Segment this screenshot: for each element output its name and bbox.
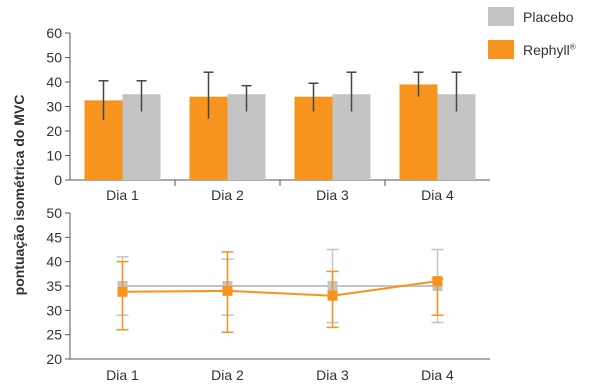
legend-item-rephyll: Rephyll® [488,40,576,59]
legend-swatch-placebo [488,7,514,26]
point-rephyll [117,286,128,297]
bar-x-tick-label: Dia 3 [316,187,349,203]
line-x-tick-label: Dia 1 [106,367,139,383]
line-y-tick-label: 45 [46,229,62,245]
line-y-tick-label: 30 [46,302,62,318]
line-x-tick-label: Dia 2 [211,367,244,383]
bar-y-tick-label: 0 [54,172,62,188]
bar-y-tick-label: 20 [46,123,62,139]
line-y-tick-label: 25 [46,327,62,343]
point-rephyll [432,276,443,287]
point-rephyll [327,290,338,301]
line-x-tick-label: Dia 4 [421,367,454,383]
line-chart: 20 25 30 35 40 45 50 Dia 1 Dia 2 Dia 3 Dia 4 [46,205,490,383]
bar-x-tick-label: Dia 4 [421,187,454,203]
legend-label-rephyll: Rephyll [523,41,570,58]
line-x-tick-label: Dia 3 [316,367,349,383]
line-y-tick-label: 20 [46,351,62,367]
bar-y-tick-label: 10 [46,148,62,164]
bar-y-tick-label: 30 [46,99,62,115]
legend-item-placebo: Placebo [488,7,574,26]
legend-registered-mark: ® [569,41,576,51]
y-axis-label: pontuação isométrica do MVC [11,95,27,296]
bar-rephyll [399,84,438,180]
point-rephyll [222,285,233,296]
bar-y-tick-label: 50 [46,50,62,66]
bar-x-tick-label: Dia 2 [211,187,244,203]
bar-y-tick-label: 60 [46,25,62,41]
line-y-tick-label: 50 [46,205,62,221]
bar-chart: 0 10 20 30 40 50 60 Dia 1 Dia 2 Dia 3 Dia 4 [46,25,490,203]
line-y-tick-label: 35 [46,278,62,294]
line-y-tick-label: 40 [46,254,62,270]
series-line-rephyll [122,280,438,297]
bar-y-tick-label: 40 [46,74,62,90]
legend-label-placebo: Placebo [523,8,574,25]
bar-x-tick-label: Dia 1 [106,187,139,203]
legend-swatch-rephyll [488,40,514,59]
